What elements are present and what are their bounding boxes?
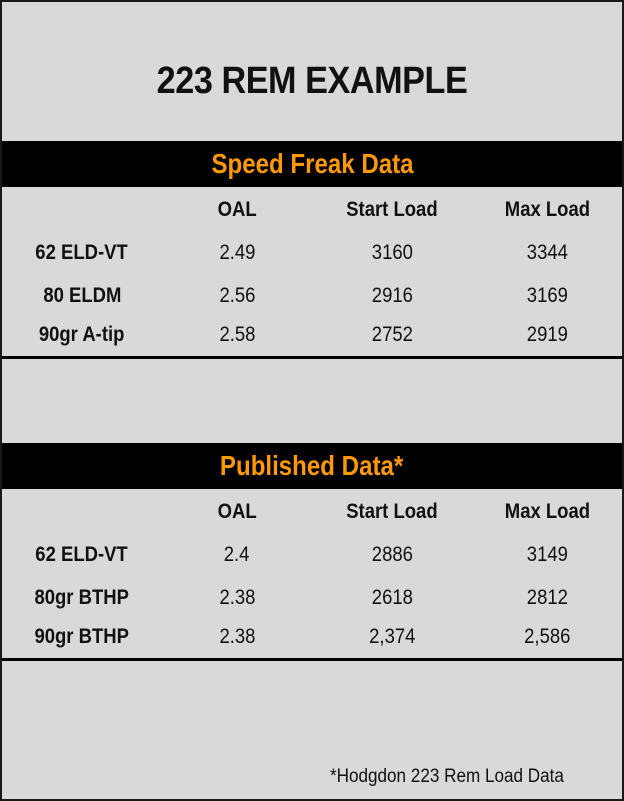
max-load-cell: 2,586 bbox=[523, 625, 571, 648]
section-heading: Published Data* bbox=[220, 450, 404, 481]
bullet-cell: 80 ELDM bbox=[42, 284, 122, 307]
bullet-cell: 90gr BTHP bbox=[34, 625, 130, 648]
oal-cell: 2.38 bbox=[219, 625, 255, 648]
max-load-cell: 2919 bbox=[526, 323, 568, 346]
bullet-cell: 90gr A-tip bbox=[39, 323, 125, 346]
bullet-cell: 62 ELD-VT bbox=[35, 241, 129, 264]
table-row: 90gr BTHP 2.38 2,374 2,586 bbox=[2, 621, 622, 653]
column-header-start-load: Start Load bbox=[346, 198, 438, 221]
section-header-published: Published Data* bbox=[2, 443, 622, 489]
column-header-oal: OAL bbox=[217, 198, 257, 221]
column-header-start-load: Start Load bbox=[346, 500, 438, 523]
max-load-cell: 2812 bbox=[526, 586, 568, 609]
table-header-row: OAL Start Load Max Load bbox=[2, 496, 622, 528]
start-load-cell: 2618 bbox=[371, 586, 413, 609]
column-header bbox=[2, 194, 162, 226]
start-load-cell: 3160 bbox=[371, 241, 413, 264]
column-header bbox=[2, 496, 162, 528]
oal-cell: 2.4 bbox=[224, 543, 250, 566]
bullet-cell: 80gr BTHP bbox=[34, 586, 130, 609]
start-load-cell: 2,374 bbox=[368, 625, 416, 648]
table-row: 80gr BTHP 2.38 2618 2812 bbox=[2, 582, 622, 614]
oal-cell: 2.38 bbox=[219, 586, 255, 609]
bullet-cell: 62 ELD-VT bbox=[35, 543, 129, 566]
start-load-cell: 2916 bbox=[371, 284, 413, 307]
max-load-cell: 3344 bbox=[526, 241, 568, 264]
table-row: 80 ELDM 2.56 2916 3169 bbox=[2, 280, 622, 312]
max-load-cell: 3149 bbox=[526, 543, 568, 566]
column-header-max-load: Max Load bbox=[504, 500, 590, 523]
max-load-cell: 3169 bbox=[526, 284, 568, 307]
section-divider bbox=[2, 356, 622, 359]
oal-cell: 2.56 bbox=[219, 284, 255, 307]
table-row: 62 ELD-VT 2.49 3160 3344 bbox=[2, 237, 622, 269]
start-load-cell: 2752 bbox=[371, 323, 413, 346]
section-header-speed-freak: Speed Freak Data bbox=[2, 141, 622, 187]
column-header-oal: OAL bbox=[217, 500, 257, 523]
footnote: *Hodgdon 223 Rem Load Data bbox=[330, 766, 564, 787]
oal-cell: 2.49 bbox=[219, 241, 255, 264]
table-header-row: OAL Start Load Max Load bbox=[2, 194, 622, 226]
table-row: 62 ELD-VT 2.4 2886 3149 bbox=[2, 539, 622, 571]
column-header-max-load: Max Load bbox=[504, 198, 590, 221]
section-divider bbox=[2, 658, 622, 661]
oal-cell: 2.58 bbox=[219, 323, 255, 346]
section-heading: Speed Freak Data bbox=[210, 148, 414, 179]
page-title: 223 REM EXAMPLE bbox=[156, 60, 468, 102]
table-row: 90gr A-tip 2.58 2752 2919 bbox=[2, 319, 622, 351]
start-load-cell: 2886 bbox=[371, 543, 413, 566]
